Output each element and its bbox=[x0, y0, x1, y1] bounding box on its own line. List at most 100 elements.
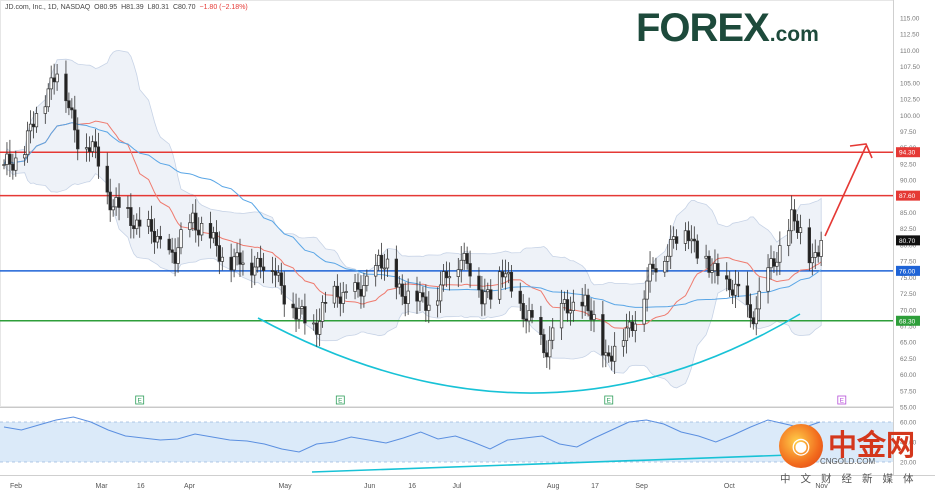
candle-body bbox=[179, 229, 183, 249]
candle-body bbox=[129, 207, 133, 226]
candle bbox=[447, 262, 452, 291]
candle-body bbox=[135, 219, 139, 230]
candle bbox=[318, 308, 322, 347]
x-tick-label: Mar bbox=[96, 483, 109, 490]
y-tick-label: 92.50 bbox=[900, 161, 917, 168]
candle-body bbox=[689, 238, 693, 242]
candle bbox=[521, 294, 525, 328]
x-tick-label: Nov bbox=[815, 483, 828, 490]
candle-body bbox=[297, 308, 301, 320]
candle bbox=[813, 239, 817, 270]
candle-body bbox=[772, 258, 776, 267]
y-tick-label: 70.00 bbox=[900, 307, 917, 314]
candle-body bbox=[220, 256, 224, 262]
candle-body bbox=[477, 275, 481, 291]
candle bbox=[11, 153, 15, 180]
y-tick-label: 97.50 bbox=[900, 129, 917, 136]
cngold-coin-icon: ◉ bbox=[779, 424, 823, 468]
candle-body bbox=[551, 327, 555, 341]
candle bbox=[789, 195, 794, 244]
candle bbox=[291, 292, 295, 319]
candle bbox=[810, 243, 814, 276]
candle-body bbox=[669, 239, 673, 257]
y-tick-label: 115.00 bbox=[900, 16, 920, 23]
candle-body bbox=[105, 165, 109, 193]
candle-body bbox=[315, 322, 319, 335]
candle-body bbox=[716, 263, 720, 277]
candle-body bbox=[447, 276, 452, 279]
candle bbox=[787, 218, 791, 257]
candle-body bbox=[200, 223, 204, 236]
candle-body bbox=[548, 339, 552, 358]
candle-body bbox=[241, 262, 245, 265]
candle bbox=[819, 231, 823, 266]
candle bbox=[503, 259, 508, 290]
rsi-line bbox=[3, 416, 821, 453]
candle-body bbox=[359, 289, 363, 297]
candle bbox=[335, 274, 339, 308]
earnings-marker-label: E bbox=[138, 398, 143, 405]
candle-body bbox=[633, 323, 637, 331]
candle bbox=[725, 262, 729, 292]
candle bbox=[807, 218, 811, 271]
candle bbox=[31, 111, 36, 139]
candle bbox=[52, 63, 56, 95]
candle-body bbox=[586, 294, 590, 312]
candle-body bbox=[261, 266, 266, 271]
candle-body bbox=[55, 73, 59, 83]
candle-body bbox=[497, 271, 502, 300]
y-tick-label: 75.00 bbox=[900, 275, 917, 282]
candle bbox=[303, 293, 307, 335]
candle bbox=[108, 178, 112, 222]
candle bbox=[438, 271, 443, 313]
candle-body bbox=[152, 230, 157, 243]
candle bbox=[666, 244, 670, 273]
candle-body bbox=[486, 289, 490, 293]
y-tick-label: 112.50 bbox=[900, 32, 920, 39]
candle bbox=[686, 221, 691, 250]
candle bbox=[23, 145, 27, 166]
candle-body bbox=[194, 212, 198, 231]
candle bbox=[28, 110, 33, 144]
candle bbox=[176, 237, 180, 273]
candle bbox=[179, 222, 183, 255]
candle-body bbox=[211, 232, 216, 239]
candle-body bbox=[671, 236, 676, 240]
candle-body bbox=[521, 303, 525, 320]
candle-body bbox=[46, 88, 50, 108]
candle-body bbox=[610, 355, 614, 362]
candle bbox=[129, 193, 133, 239]
candle-body bbox=[621, 340, 626, 347]
cngold-name: 中金网 bbox=[828, 428, 916, 462]
candle-body bbox=[344, 291, 348, 293]
candle-body bbox=[798, 227, 803, 233]
candle bbox=[565, 289, 570, 322]
candle-body bbox=[235, 252, 239, 258]
candle-body bbox=[23, 154, 27, 159]
candle-body bbox=[303, 306, 307, 324]
candle-body bbox=[438, 284, 443, 302]
candle-body bbox=[126, 207, 130, 209]
candle-body bbox=[67, 100, 71, 109]
candle bbox=[456, 258, 460, 288]
candle bbox=[736, 271, 741, 298]
candle-body bbox=[775, 261, 779, 267]
candle bbox=[427, 291, 431, 324]
candle bbox=[297, 297, 301, 329]
candle-body bbox=[356, 282, 360, 290]
candle-body bbox=[612, 345, 617, 362]
y-tick-label: 82.50 bbox=[900, 226, 917, 233]
candle bbox=[562, 291, 567, 311]
candle-body bbox=[624, 327, 629, 342]
candle-body bbox=[728, 278, 732, 291]
x-tick-label: Apr bbox=[184, 483, 196, 490]
candle-body bbox=[459, 259, 463, 271]
candle bbox=[105, 152, 109, 205]
candle bbox=[489, 279, 493, 309]
candle bbox=[607, 345, 611, 363]
candle bbox=[90, 135, 95, 158]
candle bbox=[545, 340, 549, 369]
y-tick-label: 107.50 bbox=[900, 64, 920, 71]
candle-body bbox=[197, 229, 201, 236]
